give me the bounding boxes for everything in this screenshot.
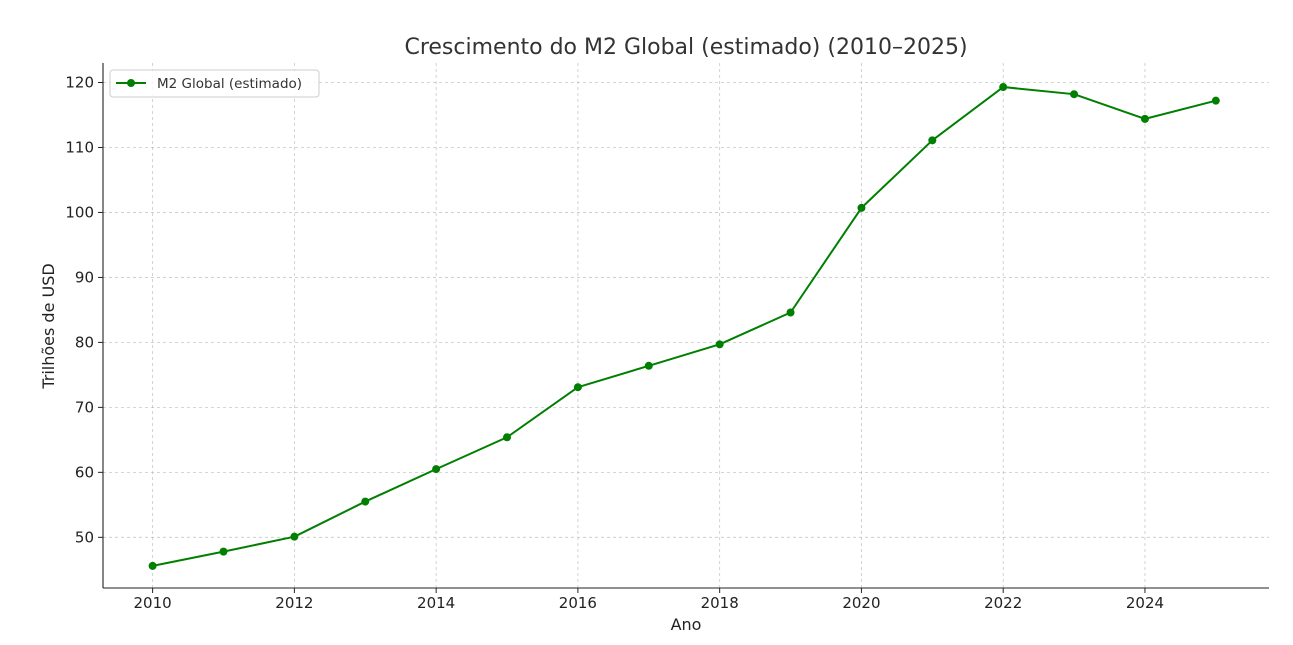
y-tick-label: 70 (75, 398, 94, 416)
x-tick-label: 2016 (559, 594, 597, 612)
series-layer (148, 83, 1220, 570)
y-tick-label: 90 (75, 268, 94, 286)
x-tick-label: 2010 (134, 594, 172, 612)
data-point (999, 83, 1008, 92)
chart-title: Crescimento do M2 Global (estimado) (201… (404, 35, 967, 60)
data-point (786, 308, 795, 317)
data-point (361, 497, 370, 506)
data-point (503, 433, 512, 442)
x-axis-ticks: 2010 2012 2014 2016 2018 2020 2022 2024 (134, 588, 1164, 612)
data-point (148, 561, 157, 570)
data-point (290, 532, 299, 541)
data-point (715, 340, 724, 349)
y-tick-label: 60 (75, 463, 94, 481)
y-tick-label: 120 (65, 73, 94, 91)
grid (103, 63, 1269, 588)
y-tick-label: 110 (65, 138, 94, 156)
legend-marker-swatch (127, 79, 135, 87)
axes (102, 63, 1269, 589)
data-point (857, 203, 866, 212)
y-tick-label: 100 (65, 203, 94, 221)
x-tick-label: 2012 (275, 594, 313, 612)
y-tick-label: 50 (75, 528, 94, 546)
data-point (1211, 96, 1220, 105)
y-axis-title: Trilhões de USD (39, 263, 58, 389)
legend-label: M2 Global (estimado) (157, 76, 302, 92)
data-point (219, 547, 228, 556)
legend-box (109, 69, 320, 98)
x-tick-label: 2020 (842, 594, 880, 612)
x-tick-label: 2024 (1126, 594, 1164, 612)
y-axis-ticks: 50 60 70 80 90 100 110 120 (65, 73, 103, 546)
x-tick-label: 2022 (984, 594, 1022, 612)
data-point (1070, 90, 1079, 99)
legend: M2 Global (estimado) (109, 69, 320, 98)
data-point (928, 136, 937, 145)
series-line (152, 86, 1217, 567)
data-point (573, 383, 582, 392)
x-tick-label: 2014 (417, 594, 455, 612)
data-point (1140, 114, 1149, 123)
data-point (644, 361, 653, 370)
y-tick-label: 80 (75, 333, 94, 351)
x-tick-label: 2018 (701, 594, 739, 612)
data-point (432, 465, 441, 474)
x-axis-title: Ano (671, 615, 702, 634)
